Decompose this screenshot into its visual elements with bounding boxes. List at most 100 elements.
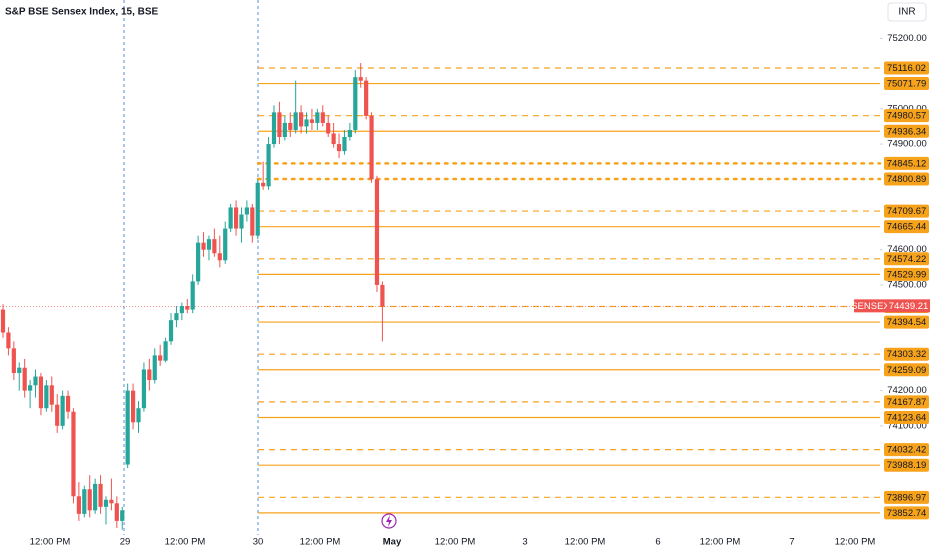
level-label: 74167.87 [887, 397, 927, 408]
candle-body [212, 239, 217, 254]
candle-body [315, 112, 320, 123]
candle-body [331, 133, 336, 145]
currency-box[interactable] [887, 2, 927, 22]
candle-body [82, 489, 87, 514]
candle-body [179, 306, 184, 314]
level-label-box [884, 315, 929, 329]
level-label: 74123.64 [887, 413, 927, 424]
candle-body [358, 77, 363, 81]
candle-body [44, 385, 49, 409]
candle-body [336, 144, 342, 152]
event-icon[interactable] [381, 513, 397, 529]
level-label: 73852.74 [887, 508, 927, 519]
x-tick-label: 12:00 PM [435, 537, 476, 548]
y-tick-label: 74200.00 [887, 385, 927, 396]
symbol-label: SENSEX [851, 301, 890, 312]
x-tick-label: 7 [789, 537, 794, 548]
x-tick-label: 6 [655, 537, 660, 548]
candle-body [342, 137, 347, 152]
candle-body [288, 122, 293, 130]
level-label-box [884, 363, 929, 377]
level-label: 74845.12 [887, 158, 927, 169]
y-tick-label: 75000.00 [887, 103, 927, 114]
level-label-box [884, 220, 929, 234]
candle-body [369, 115, 374, 180]
level-label-box [884, 61, 929, 75]
level-label-box [884, 252, 929, 266]
y-tick-label: 74100.00 [887, 420, 927, 431]
candle-body [206, 239, 212, 250]
level-label-box [884, 506, 929, 520]
candle-body [33, 376, 38, 386]
candle-body [217, 253, 222, 261]
level-label: 74665.44 [887, 222, 927, 233]
level-label: 74574.22 [887, 254, 927, 265]
level-label-box [884, 204, 929, 218]
candle-body [277, 112, 282, 138]
candle-body [299, 112, 304, 127]
candle-body [196, 242, 201, 282]
candle-body [223, 228, 228, 261]
level-label-box [884, 458, 929, 472]
level-label-box [884, 267, 929, 281]
level-label: 74394.54 [887, 317, 927, 328]
candle-body [65, 395, 71, 412]
level-label: 74259.09 [887, 365, 927, 376]
candle-body [28, 385, 33, 391]
axis-layer: 75200.00 75000.00 74900.00 74600.00 74500.00… [30, 33, 930, 548]
candle-body [152, 355, 157, 381]
candle-body [17, 367, 22, 373]
chart-title: S&P BSE Sensex Index, 15, BSE [5, 7, 159, 18]
level-label-box [884, 347, 929, 361]
candle-body [22, 367, 27, 391]
candle-body [255, 182, 260, 236]
x-tick-label: 12:00 PM [835, 537, 876, 548]
candle-body [158, 355, 163, 361]
candle-body [326, 122, 331, 134]
x-tick-label: 3 [522, 537, 527, 548]
candle-body [163, 341, 168, 361]
last-price-label: 74439.21 [889, 301, 929, 312]
candle-body [60, 395, 65, 426]
symbol-box [854, 299, 887, 313]
candle-body [174, 313, 179, 321]
level-label: 73896.97 [887, 492, 927, 503]
level-label-box [884, 443, 929, 457]
x-tick-label: 12:00 PM [30, 537, 71, 548]
y-tick-label: 75200.00 [887, 33, 927, 44]
level-label: 74529.99 [887, 269, 927, 280]
x-tick-label: 12:00 PM [700, 537, 741, 548]
x-tick-label: 30 [253, 537, 264, 548]
level-label-box [884, 395, 929, 409]
candle-body [71, 411, 76, 497]
level-label: 75116.02 [887, 63, 926, 74]
candle-body [185, 306, 190, 310]
level-label-box [884, 77, 929, 91]
candle-body [6, 332, 11, 349]
candle-body [49, 385, 54, 405]
candle-body [38, 376, 44, 409]
candle-body [76, 496, 81, 514]
currency[interactable]: INR [898, 7, 915, 18]
candle-body [125, 390, 130, 465]
candle-body [98, 483, 103, 507]
candle-body [11, 348, 16, 373]
x-tick-label: 12:00 PM [165, 537, 206, 548]
level-label: 74303.32 [887, 349, 927, 360]
candle-body [87, 489, 92, 511]
candle-body [347, 129, 352, 138]
x-tick-label: 12:00 PM [300, 537, 341, 548]
level-label: 75071.79 [887, 79, 927, 90]
level-label: 74936.34 [887, 126, 927, 137]
level-label: 74980.57 [887, 111, 927, 122]
candle-body [271, 112, 277, 145]
candle-body [0, 309, 6, 333]
candle-body [168, 320, 174, 342]
candle-body [380, 284, 385, 307]
x-tick-label: May [383, 537, 402, 548]
candles-layer [0, 63, 385, 530]
candle-body [103, 499, 109, 507]
y-tick-label: 74600.00 [887, 244, 927, 255]
